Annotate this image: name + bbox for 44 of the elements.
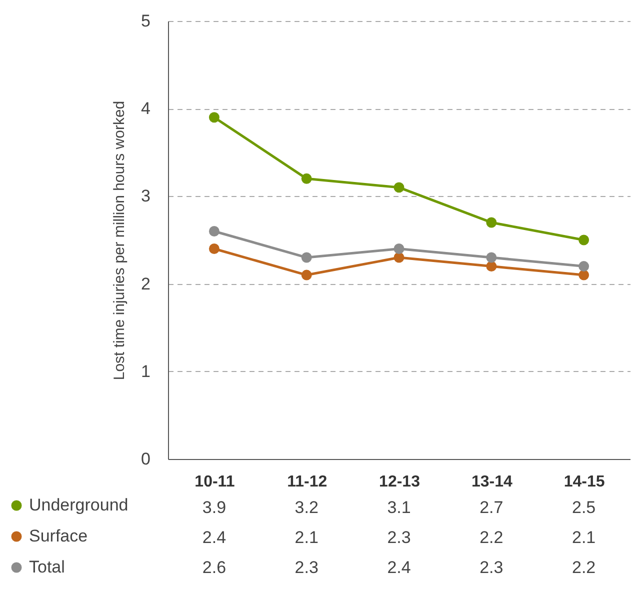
point [208, 226, 220, 236]
point [394, 182, 404, 193]
data-label: 2.1 [572, 528, 596, 547]
y-tick-label: 4 [141, 99, 150, 118]
legend-label: Total [29, 558, 65, 576]
data-label: 2.6 [202, 558, 226, 577]
point [208, 112, 220, 123]
point [301, 173, 312, 184]
y-tick-label: 0 [141, 450, 150, 468]
point [486, 217, 497, 228]
data-label: 2.2 [572, 558, 596, 577]
point [578, 270, 590, 280]
point [394, 244, 404, 254]
point [578, 261, 590, 272]
y-tick-label: 3 [141, 186, 150, 206]
data-label: 2.3 [387, 528, 411, 547]
data-label: 3.1 [387, 498, 411, 517]
y-tick-label: 2 [141, 274, 150, 294]
y-axis-title: Lost time injuries per million hours worked [111, 100, 128, 380]
data-label: 2.4 [387, 558, 411, 577]
data-label: 2.5 [572, 498, 596, 517]
x-tick-label: 11-12 [287, 474, 328, 490]
data-label: 3.2 [294, 498, 318, 517]
point [301, 270, 312, 280]
x-tick-label: 13-14 [471, 474, 512, 490]
data-label: 2.1 [294, 528, 318, 547]
data-label: 2.4 [202, 528, 226, 547]
point [208, 244, 220, 254]
data-label: 2.3 [294, 558, 318, 577]
point [301, 252, 312, 263]
x-tick-label: 12-13 [379, 474, 420, 490]
point [578, 234, 590, 246]
data-label: 2.3 [480, 558, 504, 577]
data-label: 2.7 [480, 498, 504, 517]
data-label: 3.9 [202, 498, 226, 517]
point [486, 252, 497, 263]
y-tick-label: 1 [141, 362, 150, 381]
x-tick-label: 10-11 [194, 474, 235, 490]
x-tick-label: 14-15 [564, 474, 605, 490]
point [486, 261, 497, 272]
legend-label: Underground [29, 496, 128, 514]
y-tick-label: 5 [141, 12, 150, 30]
legend-label: Surface [29, 526, 88, 546]
data-label: 2.2 [480, 528, 504, 547]
